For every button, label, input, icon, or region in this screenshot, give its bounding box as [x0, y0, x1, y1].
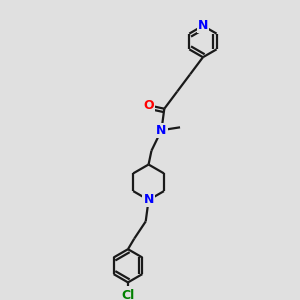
- Text: N: N: [143, 194, 154, 206]
- Text: O: O: [143, 99, 154, 112]
- Text: N: N: [198, 19, 208, 32]
- Text: Cl: Cl: [121, 289, 135, 300]
- Text: N: N: [156, 124, 167, 137]
